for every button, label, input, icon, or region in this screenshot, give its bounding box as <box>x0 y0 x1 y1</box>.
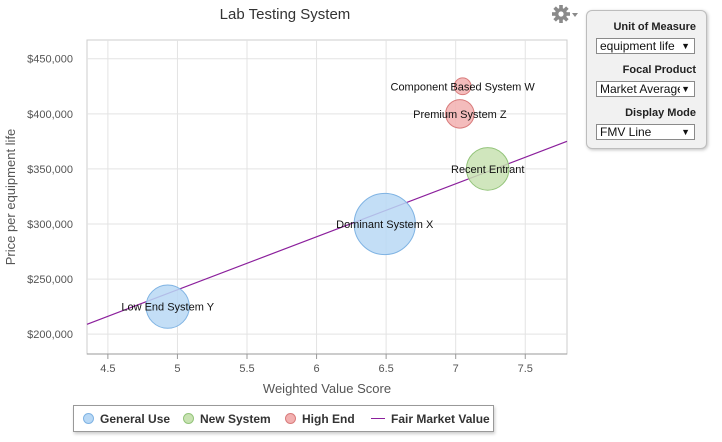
legend-item-high-end[interactable]: High End <box>285 406 355 431</box>
legend-marker <box>83 413 94 424</box>
display-mode-select[interactable]: FMV Line ▼ <box>596 124 695 140</box>
gear-icon <box>552 5 578 23</box>
settings-menu-button[interactable] <box>551 4 579 24</box>
legend-marker <box>285 413 296 424</box>
bubble[interactable] <box>145 284 190 329</box>
bubble[interactable] <box>465 147 510 191</box>
chevron-down-icon: ▼ <box>681 84 690 94</box>
x-tick-label: 4.5 <box>100 363 115 375</box>
legend-label: New System <box>200 411 271 426</box>
legend-marker <box>183 413 194 424</box>
unit-of-measure-label: Unit of Measure <box>613 21 696 33</box>
legend-marker <box>371 418 385 419</box>
x-tick-label: 5.5 <box>239 363 254 375</box>
y-tick-label: $200,000 <box>27 329 73 341</box>
display-mode-value: FMV Line <box>600 125 652 139</box>
y-tick-label: $250,000 <box>27 274 73 286</box>
bubble-label: Low End System Y <box>121 302 214 314</box>
unit-of-measure-select[interactable]: equipment life ▼ <box>596 38 695 54</box>
bubble[interactable] <box>353 192 416 256</box>
chart-legend: General Use New System High End Fair Mar… <box>73 405 494 432</box>
bubble[interactable] <box>445 99 475 129</box>
chevron-down-icon: ▼ <box>681 41 690 51</box>
x-axis-title: Weighted Value Score <box>263 381 391 396</box>
y-tick-label: $400,000 <box>27 109 73 121</box>
y-tick-label: $350,000 <box>27 164 73 176</box>
unit-of-measure-value: equipment life <box>600 39 675 53</box>
y-tick-label: $300,000 <box>27 219 73 231</box>
bubble-label: Dominant System X <box>336 219 434 231</box>
display-mode-label: Display Mode <box>625 107 696 119</box>
controls-panel: Unit of Measure equipment life ▼ Focal P… <box>586 10 707 149</box>
legend-item-new-system[interactable]: New System <box>183 406 271 431</box>
legend-label: Fair Market Value <box>391 411 490 426</box>
legend-label: General Use <box>100 411 171 426</box>
focal-product-select[interactable]: Market Average ▼ <box>596 81 695 97</box>
bubble-label: Recent Entrant <box>451 164 524 176</box>
y-axis-title: Price per equipment life <box>3 129 18 266</box>
focal-product-value: Market Average <box>600 82 680 96</box>
focal-product-label: Focal Product <box>622 64 696 76</box>
x-tick-label: 7 <box>453 363 459 375</box>
bubble[interactable] <box>453 77 472 96</box>
legend-item-general-use[interactable]: General Use <box>83 406 170 431</box>
legend-item-fair-market-value[interactable]: Fair Market Value <box>371 406 490 431</box>
bubble-label: Component Based System W <box>391 81 536 93</box>
legend-label: High End <box>302 411 355 426</box>
x-tick-label: 6 <box>314 363 320 375</box>
chevron-down-icon <box>572 13 578 17</box>
x-tick-label: 6.5 <box>378 363 393 375</box>
x-tick-label: 7.5 <box>518 363 533 375</box>
x-tick-label: 5 <box>174 363 180 375</box>
bubble-label: Premium System Z <box>413 109 507 121</box>
chart-title: Lab Testing System <box>219 6 351 23</box>
y-tick-label: $450,000 <box>27 54 73 66</box>
chevron-down-icon: ▼ <box>681 127 690 137</box>
